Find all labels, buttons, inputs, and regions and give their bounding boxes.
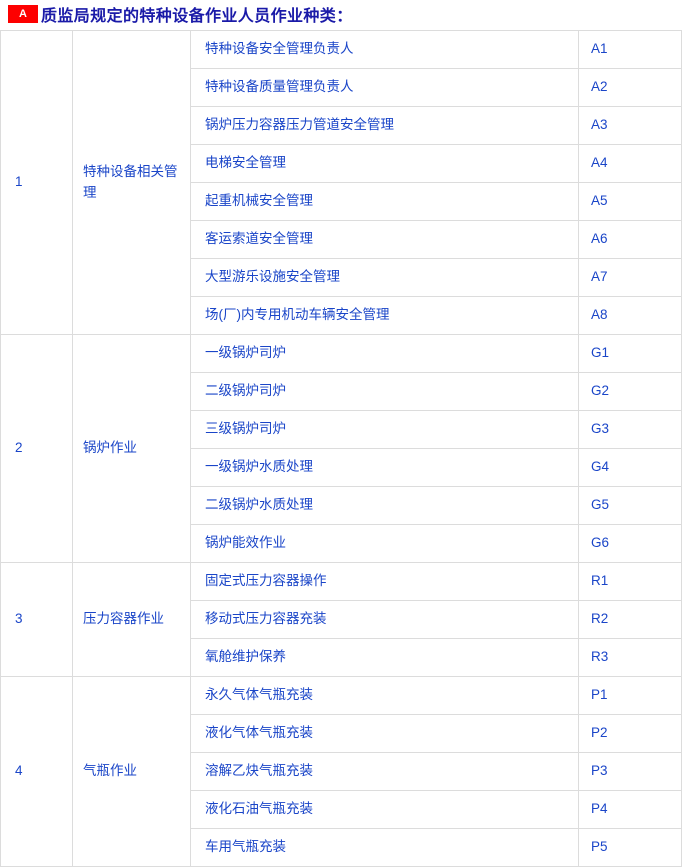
table-row: 电梯安全管理 A4 [1, 144, 682, 183]
job-code-cell: A3 [578, 106, 682, 145]
table-row: 液化气体气瓶充装 P2 [1, 714, 682, 753]
group-number-cell: 2 [0, 334, 73, 563]
job-name-cell: 电梯安全管理 [190, 144, 579, 183]
job-code-cell: G5 [578, 486, 682, 525]
job-name-cell: 特种设备安全管理负责人 [190, 30, 579, 69]
table-row: 起重机械安全管理 A5 [1, 182, 682, 221]
page-title: 质监局规定的特种设备作业人员作业种类： [41, 7, 353, 25]
job-name-cell: 氧舱维护保养 [190, 638, 579, 677]
job-code-cell: A6 [578, 220, 682, 259]
job-code-cell: G3 [578, 410, 682, 449]
job-name-cell: 二级锅炉水质处理 [190, 486, 579, 525]
job-name-cell: 二级锅炉司炉 [190, 372, 579, 411]
job-name-cell: 三级锅炉司炉 [190, 410, 579, 449]
table-row: 液化石油气瓶充装 P4 [1, 790, 682, 829]
job-name-cell: 特种设备质量管理负责人 [190, 68, 579, 107]
table-row: 溶解乙炔气瓶充装 P3 [1, 752, 682, 791]
table-row: 二级锅炉司炉 G2 [1, 372, 682, 411]
job-name-cell: 起重机械安全管理 [190, 182, 579, 221]
group-category-cell: 特种设备相关管理 [72, 30, 191, 335]
table-row: 3 压力容器作业 固定式压力容器操作 R1 [0, 562, 682, 677]
group-number-cell: 1 [0, 30, 73, 335]
table-row: 锅炉能效作业 G6 [1, 524, 682, 563]
job-name-cell: 一级锅炉水质处理 [190, 448, 579, 487]
group-category-cell: 气瓶作业 [72, 676, 191, 867]
job-code-cell: A4 [578, 144, 682, 183]
job-name-cell: 车用气瓶充装 [190, 828, 579, 867]
job-code-cell: G4 [578, 448, 682, 487]
job-code-cell: R3 [578, 638, 682, 677]
job-name-cell: 场(厂)内专用机动车辆安全管理 [190, 296, 579, 335]
job-code-cell: P4 [578, 790, 682, 829]
job-name-cell: 锅炉能效作业 [190, 524, 579, 563]
job-name-cell: 永久气体气瓶充装 [190, 676, 579, 715]
job-code-cell: A1 [578, 30, 682, 69]
job-code-cell: P1 [578, 676, 682, 715]
job-name-cell: 锅炉压力容器压力管道安全管理 [190, 106, 579, 145]
section-title-bar: A 质监局规定的特种设备作业人员作业种类： [0, 0, 689, 27]
job-name-cell: 溶解乙炔气瓶充装 [190, 752, 579, 791]
job-code-cell: P3 [578, 752, 682, 791]
job-name-cell: 移动式压力容器充装 [190, 600, 579, 639]
table-row: 场(厂)内专用机动车辆安全管理 A8 [1, 296, 682, 335]
table-row: 锅炉压力容器压力管道安全管理 A3 [1, 106, 682, 145]
table-row: 4 气瓶作业 永久气体气瓶充装 P1 [0, 676, 682, 867]
job-name-cell: 固定式压力容器操作 [190, 562, 579, 601]
job-code-cell: A7 [578, 258, 682, 297]
occupation-category-table: 1 特种设备相关管理 特种设备安全管理负责人 A1 特种设备质量管理负责人 A2 锅炉压力容… [0, 30, 682, 867]
table-row: 特种设备质量管理负责人 A2 [1, 68, 682, 107]
table-row: 客运索道安全管理 A6 [1, 220, 682, 259]
job-code-cell: A8 [578, 296, 682, 335]
table-row: 1 特种设备相关管理 特种设备安全管理负责人 A1 [0, 30, 682, 335]
table-row: 三级锅炉司炉 G3 [1, 410, 682, 449]
job-code-cell: G1 [578, 334, 682, 373]
job-code-cell: R2 [578, 600, 682, 639]
table-row: 大型游乐设施安全管理 A7 [1, 258, 682, 297]
job-code-cell: R1 [578, 562, 682, 601]
table-row: 氧舱维护保养 R3 [1, 638, 682, 677]
group-category-cell: 压力容器作业 [72, 562, 191, 677]
group-number-cell: 4 [0, 676, 73, 867]
job-code-cell: A5 [578, 182, 682, 221]
job-code-cell: G6 [578, 524, 682, 563]
job-code-cell: P5 [578, 828, 682, 867]
group-category-cell: 锅炉作业 [72, 334, 191, 563]
job-code-cell: P2 [578, 714, 682, 753]
job-code-cell: A2 [578, 68, 682, 107]
table-row: 二级锅炉水质处理 G5 [1, 486, 682, 525]
table-row: 移动式压力容器充装 R2 [1, 600, 682, 639]
section-badge: A [8, 4, 38, 23]
job-name-cell: 客运索道安全管理 [190, 220, 579, 259]
job-name-cell: 液化石油气瓶充装 [190, 790, 579, 829]
job-name-cell: 一级锅炉司炉 [190, 334, 579, 373]
group-number-cell: 3 [0, 562, 73, 677]
table-row: 2 锅炉作业 一级锅炉司炉 G1 [0, 334, 682, 563]
job-name-cell: 大型游乐设施安全管理 [190, 258, 579, 297]
job-name-cell: 液化气体气瓶充装 [190, 714, 579, 753]
job-code-cell: G2 [578, 372, 682, 411]
